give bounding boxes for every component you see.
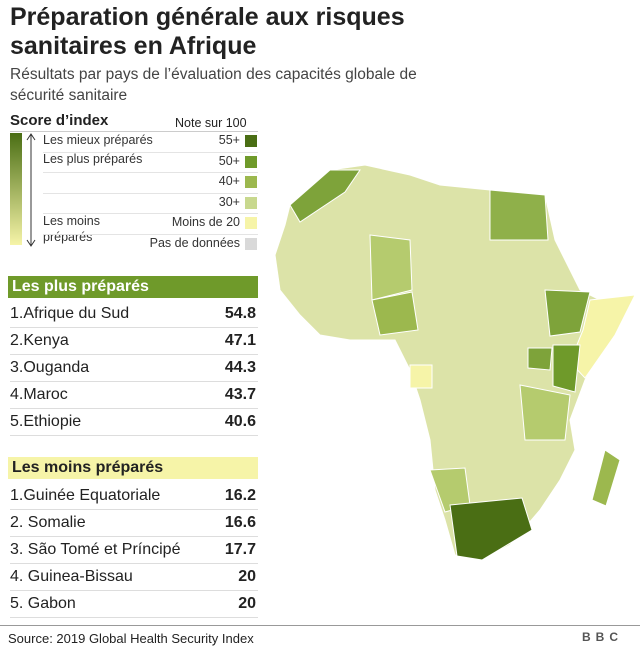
country: 5.Ethiopie — [10, 413, 82, 430]
legend-swatch — [245, 237, 257, 250]
legend-swatch — [245, 135, 257, 147]
legend-label: Pas de données — [149, 235, 240, 250]
table-row: 1.Guinée Equatoriale 16.2 — [10, 482, 258, 510]
country: 1.Guinée Equatoriale — [10, 487, 161, 504]
legend-note: Note sur 100 — [175, 116, 247, 130]
legend-label: 55+ — [218, 133, 240, 147]
legend-arrow — [26, 133, 36, 247]
title: Préparation générale aux risques sanitai… — [10, 3, 405, 60]
score: 54.8 — [224, 305, 256, 322]
legend-gradient — [10, 133, 22, 245]
subtitle: Résultats par pays de l’évaluation des c… — [10, 66, 417, 104]
footer-rule — [0, 625, 640, 626]
legend-side-label: Les mieux préparés — [43, 133, 153, 147]
country: 4. Guinea-Bissau — [10, 568, 133, 585]
score: 16.6 — [224, 514, 256, 531]
legend-side-label: Les plus préparés — [43, 152, 143, 166]
legend-rule — [43, 213, 258, 214]
map — [274, 164, 636, 561]
legend-swatch — [245, 196, 257, 209]
legend-swatch — [245, 176, 257, 188]
legend-label: 30+ — [218, 194, 240, 209]
legend-label: 50+ — [218, 153, 240, 168]
legend-rule — [43, 233, 258, 235]
legend-swatch — [245, 155, 257, 168]
legend-side-label: Les moins préparés — [43, 214, 100, 244]
legend-rule — [43, 151, 258, 153]
score: 43.7 — [224, 386, 256, 403]
legend-rule — [10, 131, 258, 132]
country: 5. Gabon — [10, 595, 76, 612]
legend-title: Score d’index — [10, 112, 109, 129]
country: 3. São Tomé et Príncipé — [10, 541, 181, 558]
table-row: 5.Ethiopie 40.6 — [10, 408, 258, 436]
table-row: 3.Ouganda 44.3 — [10, 354, 258, 382]
country: 1.Afrique du Sud — [10, 305, 130, 322]
score: 20 — [238, 568, 256, 585]
legend-label: Moins de 20 — [171, 215, 240, 229]
score: 40.6 — [224, 413, 256, 430]
score: 16.2 — [224, 487, 256, 504]
legend-rule — [43, 172, 258, 173]
table-row: 2. Somalie 16.6 — [10, 509, 258, 537]
score: 47.1 — [224, 332, 256, 349]
source: Source: 2019 Global Health Security Inde… — [8, 631, 254, 646]
table-row: 4. Guinea-Bissau 20 — [10, 563, 258, 591]
country: 4.Maroc — [10, 386, 68, 403]
legend-label: 40+ — [218, 174, 240, 188]
country: 2. Somalie — [10, 514, 86, 531]
score: 17.7 — [224, 541, 256, 558]
table-row: 1.Afrique du Sud 54.8 — [10, 300, 258, 328]
logo: BBC — [582, 630, 623, 644]
top-header: Les plus préparés — [8, 276, 258, 298]
score: 20 — [238, 595, 256, 612]
table-row: 2.Kenya 47.1 — [10, 327, 258, 355]
bottom-header: Les moins préparés — [8, 457, 258, 479]
legend-swatch — [245, 217, 257, 229]
table-row: 4.Maroc 43.7 — [10, 381, 258, 409]
score: 44.3 — [224, 359, 256, 376]
table-row: 5. Gabon 20 — [10, 590, 258, 618]
table-row: 3. São Tomé et Príncipé 17.7 — [10, 536, 258, 564]
country: 2.Kenya — [10, 332, 69, 349]
legend-rule — [43, 192, 258, 194]
country: 3.Ouganda — [10, 359, 90, 376]
